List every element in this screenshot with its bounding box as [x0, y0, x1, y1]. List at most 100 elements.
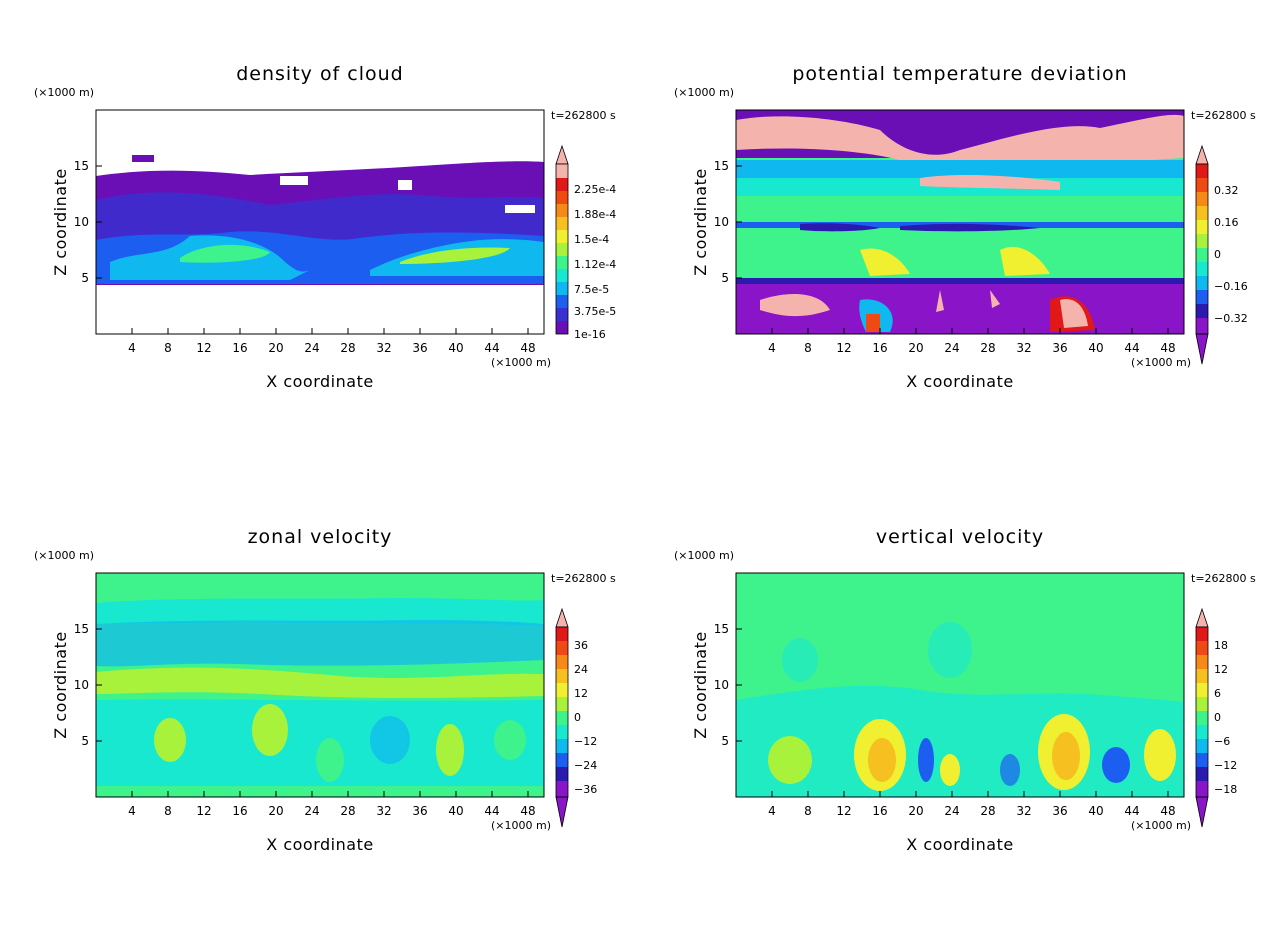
x-tick-label: 8 — [164, 804, 172, 818]
panel-title: density of cloud — [236, 63, 404, 85]
downdraft — [918, 738, 934, 782]
colorbar-top-arrow — [1195, 144, 1209, 165]
x-tick-label: 32 — [376, 341, 391, 355]
y-tick-label: 10 — [74, 678, 89, 692]
colorbar-tick-label: −6 — [1214, 735, 1230, 748]
x-tick-label: 48 — [520, 341, 535, 355]
panel-zonal-velocity: zonal velocity (×1000 m) t=262800 s 4 8 … — [34, 526, 616, 854]
x-tick-label: 44 — [484, 804, 499, 818]
colorbar-tick-label: 0.32 — [1214, 184, 1239, 197]
plot-area — [735, 572, 1185, 798]
x-tick-label: 28 — [340, 341, 355, 355]
colorbar-tick-label: −0.32 — [1214, 312, 1248, 325]
x-tick-label: 16 — [872, 341, 887, 355]
colorbar-tick-label: 1.5e-4 — [574, 233, 609, 246]
x-unit-label: (×1000 m) — [491, 819, 551, 832]
x-axis: 4 8 12 16 20 24 28 32 36 40 44 48 (×1000… — [768, 328, 1191, 391]
flow-band — [96, 667, 544, 698]
x-axis: 4 8 12 16 20 24 28 32 36 40 44 48 (×1000… — [128, 791, 551, 854]
y-tick-label: 15 — [74, 622, 89, 636]
x-unit-label: (×1000 m) — [1131, 819, 1191, 832]
updraft-core — [868, 738, 896, 782]
cloud-core-left-inner — [180, 244, 270, 263]
x-tick-label: 48 — [520, 804, 535, 818]
plot-area — [95, 109, 545, 335]
x-tick-label: 4 — [768, 341, 776, 355]
y-axis-label: Z coordinate — [51, 631, 70, 738]
colorbar-tick-label: 36 — [574, 639, 588, 652]
x-tick-label: 36 — [1052, 804, 1067, 818]
panel-potential-temperature-deviation: potential temperature deviation (×1000 m… — [674, 63, 1256, 391]
x-tick-label: 16 — [232, 804, 247, 818]
y-tick-label: 5 — [81, 271, 89, 285]
x-axis: 4 8 12 16 20 24 28 32 36 40 44 48 (×1000… — [128, 328, 551, 391]
flow-cell — [782, 638, 818, 682]
x-tick-label: 44 — [484, 341, 499, 355]
y-tick-label: 15 — [714, 622, 729, 636]
x-tick-label: 20 — [908, 804, 923, 818]
x-tick-label: 28 — [980, 341, 995, 355]
x-tick-label: 8 — [804, 341, 812, 355]
cloud-core-right-inner — [400, 247, 510, 264]
y-axis: 5 10 15 Z coordinate — [691, 159, 742, 285]
x-axis-label: X coordinate — [906, 372, 1013, 391]
x-tick-label: 44 — [1124, 341, 1139, 355]
y-tick-label: 5 — [81, 734, 89, 748]
x-tick-label: 12 — [836, 341, 851, 355]
colorbar-bottom-arrow — [1195, 333, 1209, 365]
x-unit-label: (×1000 m) — [1131, 356, 1191, 369]
x-tick-label: 12 — [196, 804, 211, 818]
cloud-fragment — [132, 155, 154, 162]
panel-title: vertical velocity — [876, 526, 1044, 548]
colorbar-tick-label: 0 — [1214, 711, 1221, 724]
colorbar: 36 24 12 0 −12 −24 −36 — [555, 607, 597, 828]
x-tick-label: 32 — [376, 804, 391, 818]
clear-gap — [398, 180, 412, 190]
colorbar-tick-label: 12 — [574, 687, 588, 700]
plot-area — [95, 572, 545, 798]
colorbar-tick-label: 1.88e-4 — [574, 208, 616, 221]
x-axis-label: X coordinate — [266, 835, 373, 854]
x-tick-label: 20 — [268, 804, 283, 818]
y-axis-label: Z coordinate — [691, 631, 710, 738]
flow-cell — [370, 716, 410, 764]
time-label: t=262800 s — [1191, 572, 1256, 585]
time-label: t=262800 s — [1191, 109, 1256, 122]
y-tick-label: 5 — [721, 271, 729, 285]
x-tick-label: 44 — [1124, 804, 1139, 818]
panel-title: zonal velocity — [248, 526, 393, 548]
colorbar-top-arrow — [555, 607, 569, 628]
y-axis: 5 10 15 Z coordinate — [691, 622, 742, 748]
x-tick-label: 8 — [804, 804, 812, 818]
colorbar-tick-label: 2.25e-4 — [574, 183, 616, 196]
colorbar: 18 12 6 0 −6 −12 −18 — [1195, 607, 1237, 828]
plot-area — [735, 109, 1185, 335]
colorbar-tick-label: 1.12e-4 — [574, 258, 616, 271]
x-tick-label: 40 — [448, 341, 463, 355]
colorbar-tick-label: 12 — [1214, 663, 1228, 676]
colorbar-tick-label: −0.16 — [1214, 280, 1248, 293]
colorbar-tick-label: 0.16 — [1214, 216, 1239, 229]
x-tick-label: 36 — [412, 804, 427, 818]
cold-streak — [800, 223, 1040, 232]
flow-cell — [928, 622, 972, 678]
y-unit-label: (×1000 m) — [674, 86, 734, 99]
updraft — [1144, 729, 1176, 781]
warm-plume — [860, 246, 1050, 276]
colorbar-tick-label: −12 — [574, 735, 597, 748]
y-tick-label: 10 — [714, 215, 729, 229]
colorbar-tick-label: −36 — [574, 783, 597, 796]
lower-warm-spot — [866, 314, 880, 332]
y-axis: 5 10 15 Z coordinate — [51, 622, 102, 748]
x-tick-label: 32 — [1016, 804, 1031, 818]
flow-band — [96, 598, 544, 626]
x-tick-label: 36 — [412, 341, 427, 355]
colorbar-bottom-arrow — [1195, 796, 1209, 828]
colorbar-tick-label: 0 — [1214, 248, 1221, 261]
flow-cell — [154, 718, 186, 762]
time-label: t=262800 s — [551, 109, 616, 122]
downdraft — [1102, 747, 1130, 783]
y-axis: 5 10 15 Z coordinate — [51, 159, 102, 285]
warm-anomaly-mid — [920, 175, 1060, 190]
x-tick-label: 20 — [908, 341, 923, 355]
